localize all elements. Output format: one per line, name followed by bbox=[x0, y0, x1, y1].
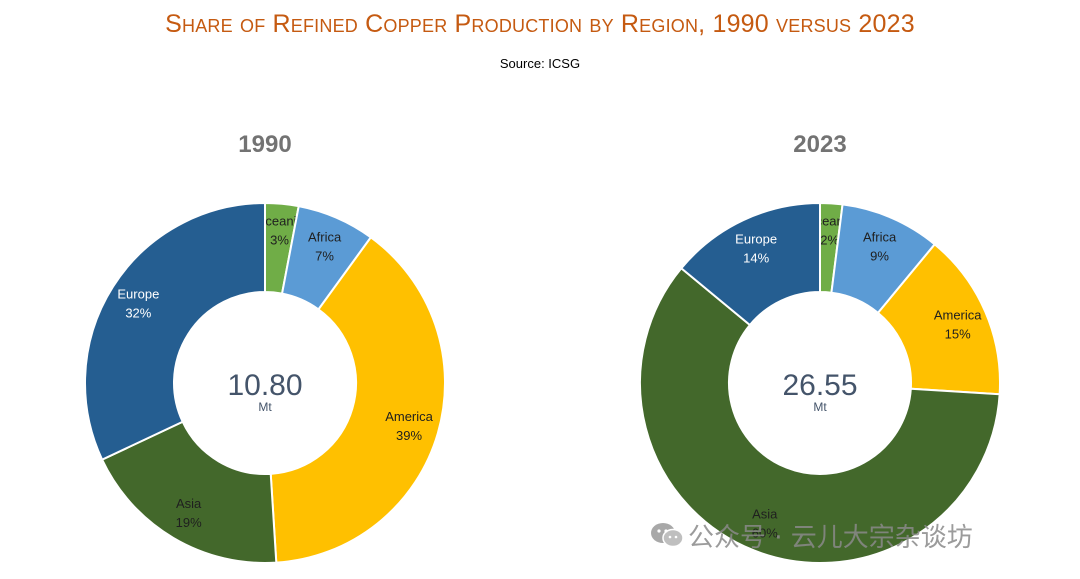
slice-label-america: America bbox=[934, 307, 982, 322]
slice-asia bbox=[100, 420, 278, 564]
slice-europe bbox=[84, 201, 266, 461]
center-total: 26.55 bbox=[782, 369, 857, 402]
slice-value-africa: 9% bbox=[870, 248, 889, 263]
center-unit: Mt bbox=[813, 400, 827, 414]
slice-value-oceania: 2% bbox=[820, 232, 839, 247]
slice-label-america: America bbox=[385, 409, 433, 424]
slice-america bbox=[269, 235, 446, 564]
watermark: 公众号 · 云儿大宗杂谈坊 bbox=[650, 517, 973, 556]
center-unit: Mt bbox=[258, 400, 272, 414]
chart-title: Share of Refined Copper Production by Re… bbox=[165, 10, 915, 38]
chart-source: Source: ICSG bbox=[499, 56, 581, 71]
slice-value-oceania: 3% bbox=[270, 233, 289, 248]
slice-value-africa: 7% bbox=[315, 248, 334, 263]
center-total: 10.80 bbox=[227, 369, 302, 402]
slice-value-asia: 60% bbox=[752, 525, 778, 540]
slice-value-america: 15% bbox=[945, 326, 971, 341]
slice-value-europe: 32% bbox=[125, 306, 151, 321]
chart-year-title: 1990 bbox=[238, 131, 291, 158]
slice-label-asia: Asia bbox=[752, 506, 778, 521]
chart-year-title: 2023 bbox=[793, 131, 846, 158]
slice-america bbox=[876, 242, 1001, 396]
slice-europe bbox=[679, 201, 821, 327]
wechat-icon bbox=[650, 521, 684, 556]
watermark-text: 公众号 · 云儿大宗杂谈坊 bbox=[688, 523, 973, 553]
slice-value-america: 39% bbox=[396, 428, 422, 443]
slice-label-africa: Africa bbox=[308, 229, 342, 244]
slice-label-europe: Europe bbox=[117, 287, 159, 302]
slice-label-asia: Asia bbox=[176, 496, 202, 511]
slice-label-africa: Africa bbox=[863, 229, 897, 244]
slice-value-asia: 19% bbox=[176, 515, 202, 530]
slice-value-europe: 14% bbox=[743, 250, 769, 265]
slice-label-europe: Europe bbox=[735, 231, 777, 246]
slice-label-oceania: Oceania bbox=[255, 214, 304, 229]
slice-asia bbox=[639, 266, 1001, 564]
donut-chart-1990: 1990 Oceania 3% Africa 7% America 39% Asia 19% Eu… bbox=[84, 131, 446, 564]
